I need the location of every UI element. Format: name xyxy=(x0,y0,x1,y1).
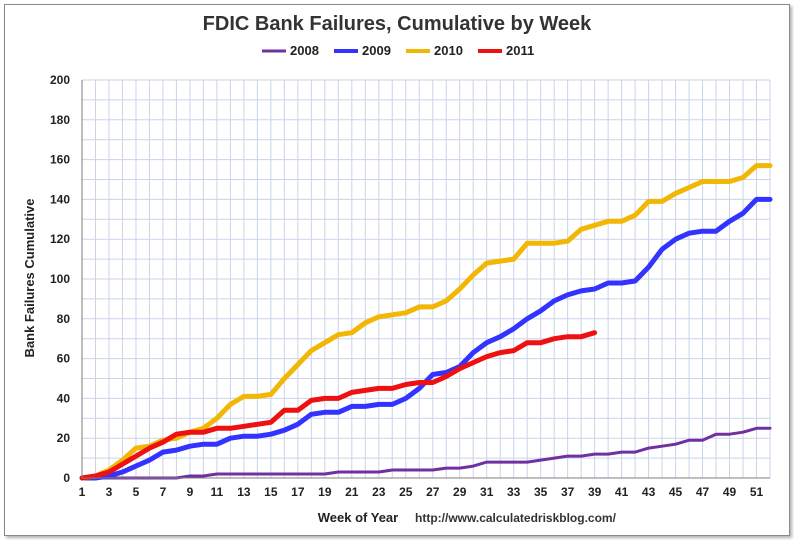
legend-label-2010: 2010 xyxy=(434,43,463,58)
x-tick-label: 45 xyxy=(669,485,683,499)
y-tick-labels: 0 20 40 60 80 100 120 140 160 180 200 xyxy=(50,73,70,485)
x-tick-label: 15 xyxy=(264,485,278,499)
y-tick-label: 100 xyxy=(50,272,70,286)
legend-label-2011: 2011 xyxy=(506,43,534,58)
x-tick-label: 27 xyxy=(426,485,440,499)
x-tick-label: 3 xyxy=(106,485,113,499)
x-tick-label: 39 xyxy=(588,485,602,499)
x-tick-label: 31 xyxy=(480,485,494,499)
x-axis-label: Week of Year xyxy=(318,510,398,525)
x-tick-label: 5 xyxy=(133,485,140,499)
x-tick-label: 13 xyxy=(237,485,251,499)
x-tick-label: 37 xyxy=(561,485,575,499)
chart-title: FDIC Bank Failures, Cumulative by Week xyxy=(203,13,593,35)
x-tick-label: 41 xyxy=(615,485,629,499)
axes xyxy=(81,80,770,479)
x-tick-label: 35 xyxy=(534,485,548,499)
legend: 2008 2009 2010 2011 xyxy=(262,43,534,58)
x-tick-label: 49 xyxy=(723,485,737,499)
x-tick-label: 19 xyxy=(318,485,332,499)
y-tick-label: 80 xyxy=(57,312,71,326)
gridlines xyxy=(81,79,771,479)
x-tick-labels: 1 3 5 7 9 11 13 15 17 19 21 23 25 27 29 31 33 35 37 39 41 43 4… xyxy=(79,485,764,499)
x-tick-label: 51 xyxy=(750,485,764,499)
x-tick-label: 47 xyxy=(696,485,710,499)
x-tick-label: 17 xyxy=(291,485,305,499)
y-tick-label: 0 xyxy=(63,471,70,485)
x-tick-label: 9 xyxy=(187,485,194,499)
y-tick-label: 20 xyxy=(57,431,71,445)
x-tick-label: 25 xyxy=(399,485,413,499)
y-tick-label: 60 xyxy=(57,352,71,366)
x-tick-label: 43 xyxy=(642,485,656,499)
y-tick-label: 120 xyxy=(50,232,70,246)
y-tick-label: 160 xyxy=(50,153,70,167)
legend-label-2008: 2008 xyxy=(290,43,319,58)
source-url[interactable]: http://www.calculatedriskblog.com/ xyxy=(415,511,617,525)
x-tick-label: 1 xyxy=(79,485,86,499)
x-tick-label: 21 xyxy=(345,485,359,499)
x-tick-label: 29 xyxy=(453,485,467,499)
y-tick-label: 140 xyxy=(50,192,70,206)
series-layer xyxy=(79,163,773,481)
series-line-2008 xyxy=(80,426,772,480)
x-tick-label: 33 xyxy=(507,485,521,499)
y-axis-label: Bank Failures Cumulative xyxy=(22,199,37,358)
y-tick-label: 40 xyxy=(57,391,71,405)
legend-label-2009: 2009 xyxy=(362,43,391,58)
series-line-2011 xyxy=(79,330,598,481)
y-tick-label: 180 xyxy=(50,113,70,127)
x-tick-label: 23 xyxy=(372,485,386,499)
x-tick-label: 11 xyxy=(211,485,224,499)
x-tick-label: 7 xyxy=(160,485,167,499)
y-tick-label: 200 xyxy=(50,73,70,87)
